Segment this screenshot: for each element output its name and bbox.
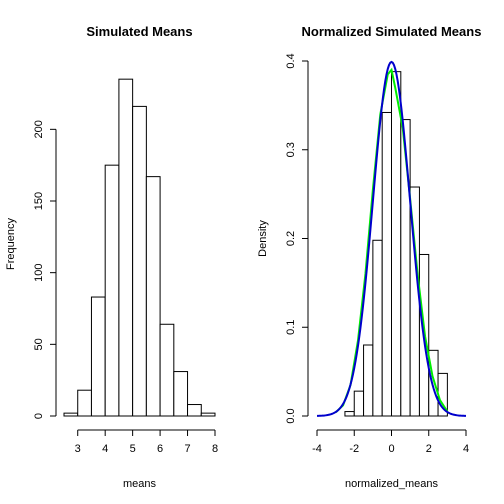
x-tick-label: 5 (130, 443, 136, 455)
histogram-bar (63, 412, 79, 417)
y-tick-label: 0.4 (285, 53, 297, 68)
histogram-bar (363, 344, 374, 417)
histogram-bar (381, 111, 392, 417)
histogram-bar (173, 371, 189, 417)
density-lines (316, 60, 467, 417)
y-tick-label: 50 (33, 338, 45, 350)
x-tick-label: -2 (349, 443, 359, 455)
histogram-bar (400, 119, 411, 417)
x-axis-label: means (123, 478, 157, 490)
histogram-bar (90, 296, 106, 417)
x-axis-label: normalized_means (345, 478, 438, 490)
y-axis: 0.0 0.1 0.2 0.3 0.4 (285, 53, 309, 424)
chart-normalized-means: Normalized Simulated Means normalized_me… (257, 24, 481, 490)
y-tick-label: 100 (33, 263, 45, 281)
x-tick-label: 0 (388, 443, 394, 455)
y-tick-label: 0.2 (285, 231, 297, 246)
histogram-bar (77, 389, 92, 417)
histogram-bars (63, 78, 216, 417)
normal-density-line (316, 60, 467, 417)
x-tick-label: 6 (157, 443, 163, 455)
histogram-bar (118, 78, 134, 417)
x-tick-label: 8 (212, 443, 218, 455)
histogram-bar (344, 411, 355, 417)
chart-title: Simulated Means (86, 24, 192, 39)
histogram-bar (104, 164, 120, 417)
y-tick-label: 0.0 (285, 408, 297, 423)
y-axis-label: Density (257, 220, 269, 257)
y-tick-label: 0.1 (285, 320, 297, 335)
x-axis: -4 -2 0 2 4 (312, 429, 469, 455)
x-axis: 3 4 5 6 7 8 (75, 429, 218, 455)
histogram-bar (159, 323, 175, 417)
y-tick-label: 200 (33, 120, 45, 138)
histogram-bar (145, 176, 161, 417)
y-axis: 0 50 100 150 200 (33, 120, 57, 419)
histogram-bar (132, 105, 147, 417)
x-tick-label: 7 (184, 443, 190, 455)
x-tick-label: -4 (312, 443, 322, 455)
histogram-bar (200, 412, 216, 417)
x-tick-label: 4 (102, 443, 108, 455)
x-tick-label: 4 (463, 443, 469, 455)
histogram-bars (344, 71, 448, 417)
chart-title: Normalized Simulated Means (302, 24, 482, 39)
histogram-bar (353, 390, 365, 417)
histogram-bar (391, 71, 402, 417)
y-axis-label: Frequency (5, 218, 17, 270)
y-tick-label: 0 (33, 413, 45, 419)
histogram-bar (187, 404, 202, 417)
y-tick-label: 0.3 (285, 142, 297, 157)
chart-simulated-means: Simulated Means means Frequency 3 4 5 6 7 8 0… (5, 24, 218, 490)
x-tick-label: 2 (426, 443, 432, 455)
histogram-bar (372, 239, 383, 417)
y-tick-label: 150 (33, 192, 45, 210)
x-tick-label: 3 (75, 443, 81, 455)
